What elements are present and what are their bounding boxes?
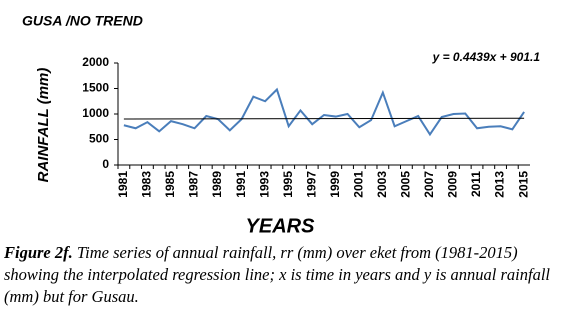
x-tick-label: 1981 (116, 171, 130, 198)
caption: Figure 2f. Time series of annual rainfal… (4, 242, 560, 308)
data-line (123, 87, 525, 137)
x-tick-label: 2005 (399, 171, 413, 198)
x-tick-label: 1999 (328, 171, 342, 198)
trend-line (123, 117, 525, 120)
x-tick-label: 1997 (304, 171, 318, 198)
x-tick-label: 2001 (351, 171, 365, 198)
x-tick-label: 1983 (140, 171, 154, 198)
caption-text: Time series of annual rainfall, rr (mm) … (4, 243, 550, 306)
trendline-equation: y = 0.4439x + 901.1 (432, 50, 541, 64)
x-tick-label: 1987 (187, 171, 201, 198)
x-tick-label: 1989 (210, 171, 224, 198)
x-axis-label: YEARS (246, 215, 316, 237)
y-axis-label: RAINFALL (mm) (35, 68, 52, 183)
x-tick-label: 2003 (375, 171, 389, 198)
x-tick-label: 1995 (281, 171, 295, 198)
x-tick-label: 2009 (446, 171, 460, 198)
y-tick-label: 0 (102, 157, 109, 171)
y-tick-label: 500 (89, 132, 109, 146)
caption-label: Figure 2f. (4, 243, 73, 262)
y-tick-label: 1000 (82, 106, 109, 120)
x-tick-label: 2013 (493, 171, 507, 198)
y-tick-label: 1500 (82, 81, 109, 95)
chart: GUSA /NO TREND YEARS RAINFALL (mm) y = 0… (22, 13, 541, 238)
y-tick-label: 2000 (82, 55, 109, 69)
chart-title: GUSA /NO TREND (22, 13, 143, 29)
x-tick-label: 1993 (257, 171, 271, 198)
x-tick-label: 2007 (422, 171, 436, 198)
x-tick-label: 2011 (469, 171, 483, 197)
x-tick-label: 1991 (234, 171, 248, 198)
x-tick-label: 1985 (163, 171, 177, 198)
x-tick-label: 2015 (516, 171, 530, 198)
